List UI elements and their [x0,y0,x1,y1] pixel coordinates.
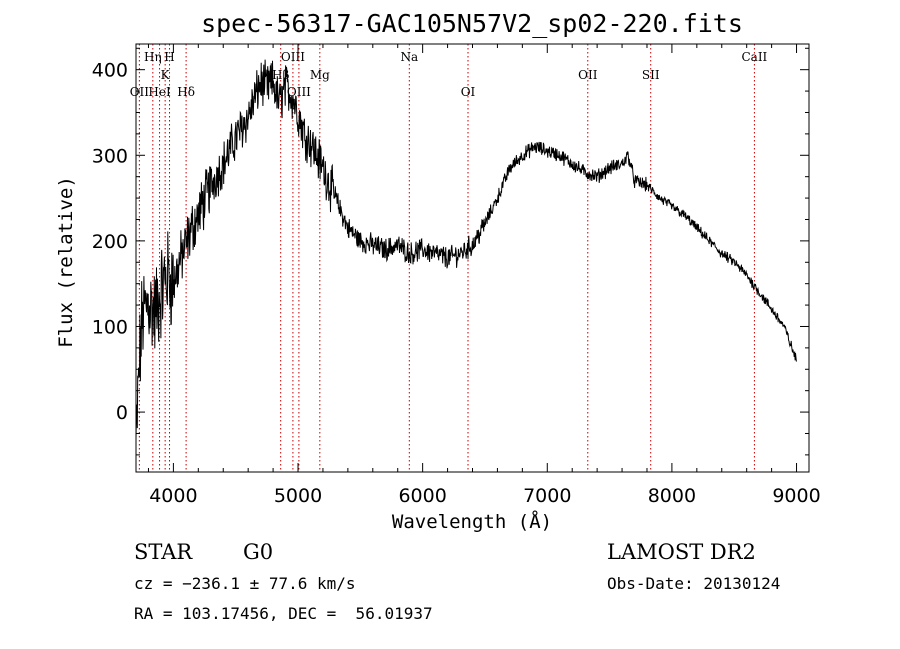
x-tick-label: 9000 [772,485,820,507]
y-axis: 0 100 200 300 400 [92,47,809,456]
spectral-line-label: Hη [144,50,162,64]
spectral-line-label: OII [578,68,598,82]
observation-date: Obs-Date: 20130124 [607,574,781,593]
spectral-line-label: OII [130,85,150,99]
y-tick-label: 0 [116,402,128,424]
spectral-line-label: OI [461,85,476,99]
spectrum-line [135,59,797,441]
y-tick-label: 400 [92,60,128,82]
chart-title: spec-56317-GAC105N57V2_sp02-220.fits [201,9,743,38]
object-class: STAR [134,540,193,564]
spectrum-series [135,59,797,441]
spectral-line-label: OIII [281,50,305,64]
y-tick-label: 200 [92,231,128,253]
x-axis-label: Wavelength (Å) [392,510,552,533]
spectral-line-label: Mg [310,68,330,82]
plot-frame [135,43,810,473]
spectral-line-label: SII [642,68,660,82]
x-tick-label: 4000 [149,485,197,507]
x-tick-label: 8000 [648,485,696,507]
spectral-line-label: K [161,68,171,82]
y-tick-label: 300 [92,145,128,167]
spectral-line-label: Hδ [177,85,195,99]
y-axis-label: Flux (relative) [55,176,77,348]
x-tick-label: 7000 [523,485,571,507]
survey-name: LAMOST DR2 [607,540,756,564]
y-tick-label: 100 [92,316,128,338]
spectral-line-label: CaII [741,50,767,64]
spectral-line-label: H [164,50,174,64]
spectral-line-label: OIII [287,85,311,99]
x-tick-label: 6000 [398,485,446,507]
ra-dec-coordinates: RA = 103.17456, DEC = 56.01937 [134,604,433,623]
spectral-line-label: Na [400,50,418,64]
x-axis: 4000 5000 6000 7000 8000 9000 [147,44,821,507]
object-subclass: G0 [243,540,274,564]
x-tick-label: 5000 [274,485,322,507]
spectral-line-label: HeI [148,85,171,99]
redshift-velocity: cz = −236.1 ± 77.6 km/s [134,574,356,593]
